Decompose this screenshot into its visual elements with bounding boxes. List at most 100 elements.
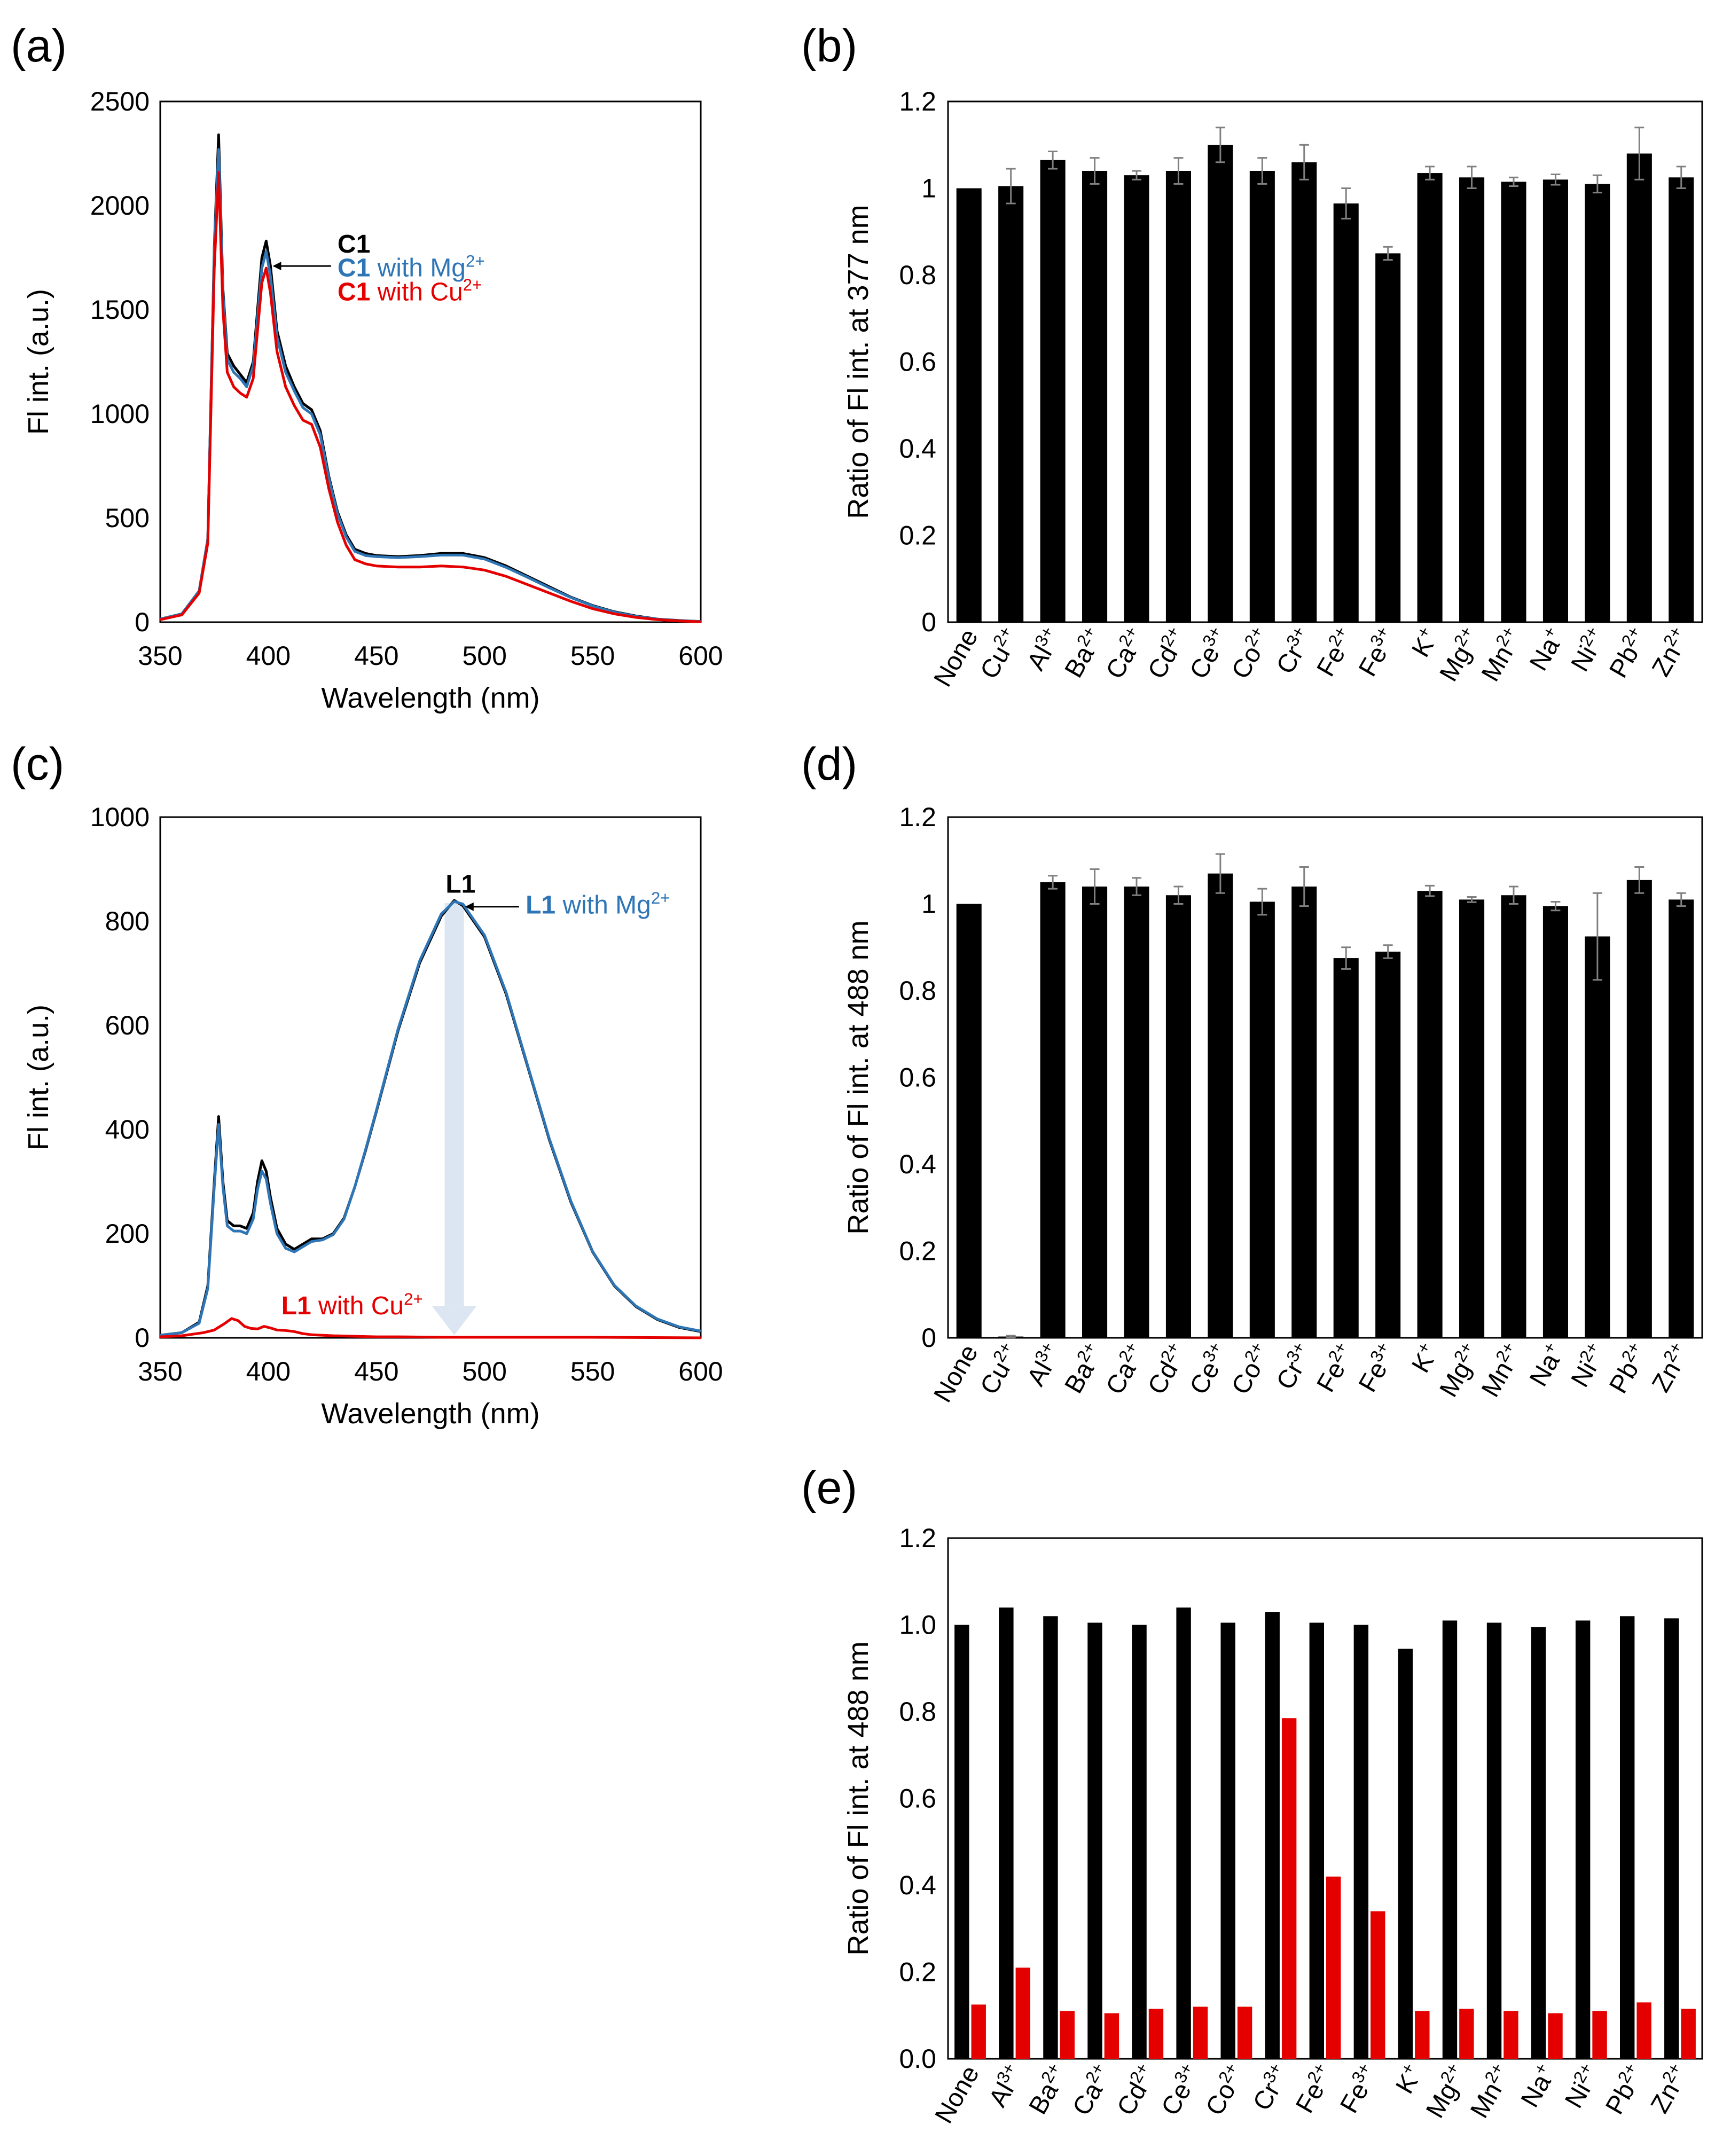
legend-c1-cu-rest: with Cu: [370, 278, 463, 306]
bar-Fe2+: [1326, 1876, 1341, 2059]
chart-c-spectrum: 0 200 400 600 800 1000 350 400 450 500 550 600 Wavel…: [22, 802, 723, 1430]
bar-Al3+: [1040, 160, 1066, 622]
bar-Ca2+: [1104, 2013, 1119, 2059]
bar-Ba2+: [1082, 171, 1108, 622]
plot-frame: [947, 100, 1703, 623]
y-tick-label: 0.0: [899, 2044, 936, 2074]
panel-label-d: (d): [801, 739, 857, 790]
bar-Cu2+: [998, 186, 1024, 622]
bar-Fe2+: [1333, 203, 1359, 622]
y-tick-label: 0.6: [899, 1063, 936, 1093]
bar-Fe2+: [1333, 958, 1359, 1338]
bar-Mn2+: [1503, 2011, 1518, 2059]
y-axis-title: Ratio of Fl int. at 488 nm: [842, 920, 874, 1234]
bar-Na+: [1542, 179, 1568, 622]
bar-Mg2+: [1459, 177, 1485, 622]
bar-Na+: [1542, 906, 1568, 1338]
bar-Fe3+: [1371, 1911, 1385, 2059]
bar-Pb2+: [1626, 153, 1652, 622]
x-tick-label: 600: [678, 1357, 723, 1386]
legend-c1-cu: C1 with Cu2+: [338, 276, 482, 306]
y-tick-label: 200: [105, 1219, 150, 1249]
annotation-pointer-head: [465, 902, 474, 911]
y-tick-label: 0.4: [899, 434, 936, 464]
x-tick-label: 400: [246, 1357, 291, 1386]
bar-Mn2+: [1501, 895, 1526, 1338]
bar-Cd2+: [1132, 1625, 1147, 2059]
bar-K+: [1398, 1649, 1413, 2059]
down-arrow-shaft: [444, 903, 464, 1306]
bar-Cd2+: [1165, 171, 1191, 622]
annotation-l1-mg-rest: with Mg: [555, 891, 651, 919]
bar-Cd2+: [1148, 2009, 1164, 2059]
chart-a-spectrum: 0 500 1000 1500 2000 2500 350 400 450 500 550 600 Wa…: [22, 87, 723, 714]
bar-Na+: [1548, 2013, 1563, 2059]
bar-Ce3+: [1176, 1608, 1191, 2059]
bar-None: [956, 188, 982, 622]
y-tick-label: 0.8: [899, 1697, 936, 1727]
bar-Mg2+: [1459, 899, 1485, 1338]
bar-Ca2+: [1124, 887, 1149, 1338]
annotation-l1-mg-sup: 2+: [651, 889, 670, 907]
series-line-1: [160, 900, 701, 1337]
annotation-l1-cu-bold: L1: [281, 1292, 311, 1320]
bar-Ni2+: [1592, 2011, 1607, 2059]
x-tick-label: 350: [138, 1357, 182, 1386]
bar-None: [954, 1625, 969, 2059]
bar-Al3+: [1015, 1967, 1030, 2059]
bar-Ca2+: [1124, 175, 1149, 622]
bar-Co2+: [1237, 2006, 1252, 2059]
y-tick-label: 800: [105, 906, 150, 936]
legend-c1-bold: C1: [338, 230, 370, 258]
bar-None: [956, 904, 982, 1338]
bar-Fe3+: [1375, 951, 1401, 1338]
x-tick-label: 550: [570, 1357, 615, 1386]
bar-Ni2+: [1575, 1620, 1591, 2059]
bar-Ba2+: [1043, 1616, 1058, 2059]
x-tick-label: 350: [138, 641, 182, 671]
chart-e-bars: 0.0 0.2 0.4 0.6 0.8 1.0 1.2 Ratio of Fl int. at…: [842, 1523, 1703, 2128]
series-line-2: [160, 1317, 701, 1339]
y-tick-label: 0.2: [899, 521, 936, 551]
bar-Mg2+: [1442, 1620, 1458, 2059]
bar-Na+: [1531, 1627, 1546, 2059]
bar-None: [971, 2004, 986, 2059]
bar-Co2+: [1249, 901, 1275, 1338]
annotation-l1: L1: [445, 870, 475, 898]
panel-label-a: (a): [11, 20, 67, 72]
y-axis-title: Ratio of Fl int. at 377 nm: [842, 205, 874, 519]
legend-c1-mg-sup: 2+: [466, 252, 485, 270]
bar-Zn2+: [1681, 2009, 1696, 2059]
bar-Ce3+: [1193, 2006, 1208, 2059]
bar-Cr3+: [1291, 887, 1317, 1338]
y-tick-label: 1.2: [899, 87, 936, 116]
bar-Al3+: [1040, 882, 1066, 1338]
panel-label-e: (e): [801, 1462, 857, 1514]
legend-c1-mg: C1 with Mg2+: [338, 252, 485, 282]
y-tick-label: 1.2: [899, 1523, 936, 1553]
y-tick-label: 1000: [90, 802, 150, 832]
bar-Zn2+: [1669, 177, 1694, 622]
y-tick-label: 500: [105, 503, 150, 533]
bar-Al3+: [999, 1608, 1014, 2059]
y-tick-label: 0: [135, 1323, 150, 1353]
bar-Mg2+: [1459, 2009, 1474, 2059]
bar-Cr3+: [1265, 1612, 1280, 2059]
bar-Pb2+: [1626, 880, 1652, 1338]
annotation-l1-cu-sup: 2+: [404, 1290, 423, 1308]
y-tick-label: 2500: [90, 87, 150, 116]
x-tick-label: 450: [354, 641, 398, 671]
y-tick-label: 1500: [90, 295, 150, 325]
bar-Cr3+: [1291, 162, 1317, 622]
bar-Fe2+: [1309, 1622, 1324, 2059]
y-tick-label: 1: [921, 174, 936, 203]
y-tick-label: 1: [921, 889, 936, 919]
bar-Ca2+: [1087, 1622, 1102, 2059]
down-arrow-head: [432, 1306, 477, 1336]
bar-Ce3+: [1208, 873, 1233, 1338]
x-tick-label: 500: [462, 641, 506, 671]
bar-Pb2+: [1636, 2002, 1651, 2059]
x-tick-label: 450: [354, 1357, 398, 1386]
plot-frame: [947, 1537, 1703, 2060]
